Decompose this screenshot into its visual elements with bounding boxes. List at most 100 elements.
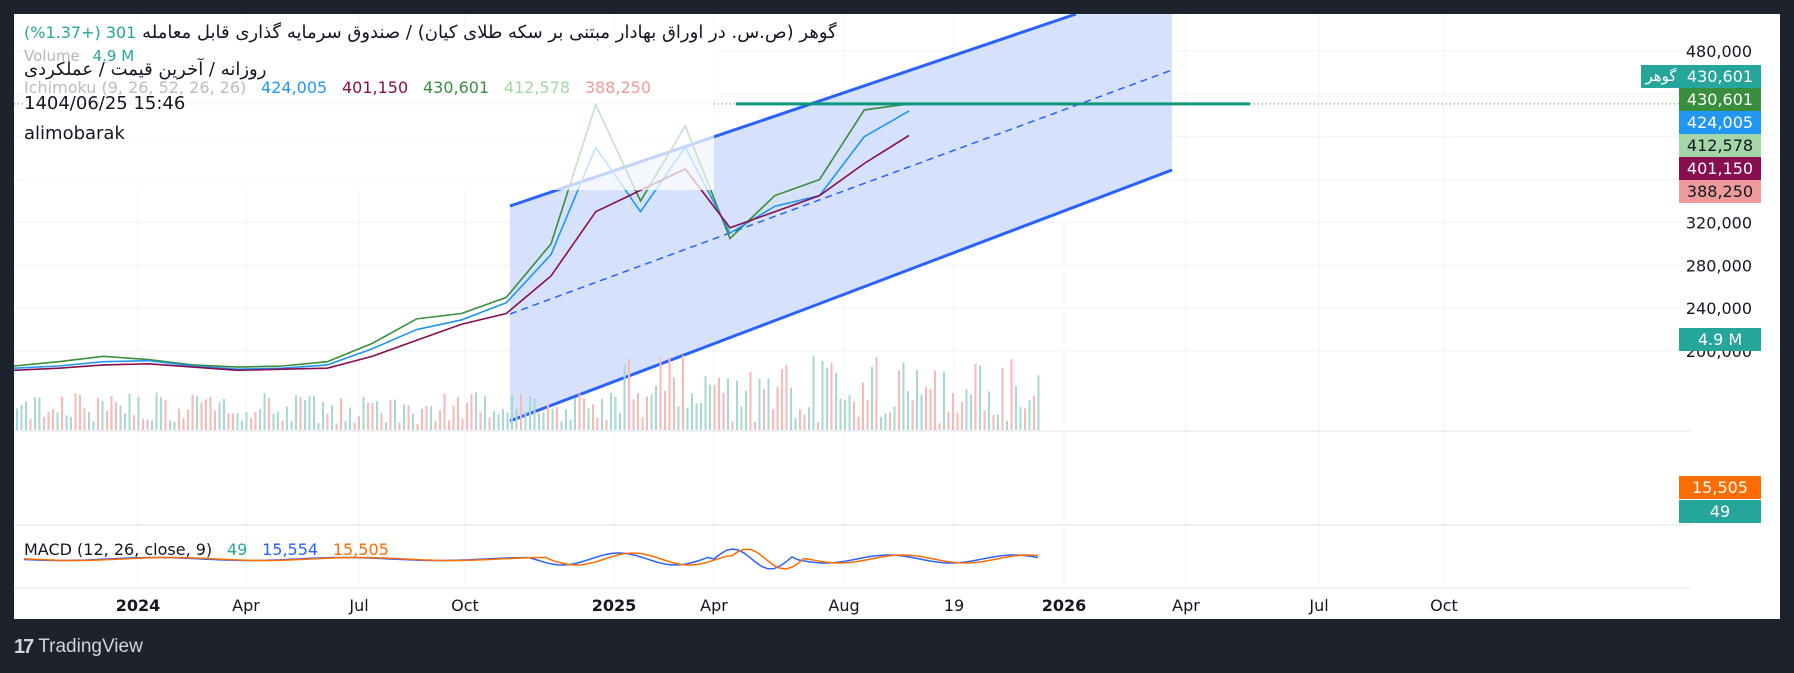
volume-bar xyxy=(583,398,585,430)
volume-bar xyxy=(668,357,671,430)
series-line-close xyxy=(14,102,910,368)
volume-bar xyxy=(821,361,824,430)
chart-frame[interactable]: 480,000 320,000 280,000 240,000 200,000 2024… xyxy=(14,14,1780,619)
volume-bar xyxy=(686,407,689,430)
volume-bar xyxy=(493,411,495,430)
volume-bar xyxy=(452,405,455,430)
price-axis-label: 320,000 xyxy=(1686,213,1752,232)
volume-bar xyxy=(65,415,68,430)
volume-bar xyxy=(236,413,239,430)
volume-bar xyxy=(934,370,936,430)
ichimoku-kijun-value: 401,150 xyxy=(342,78,409,97)
volume-bar xyxy=(295,395,297,430)
volume-bar xyxy=(443,393,446,430)
volume-bar xyxy=(659,358,662,430)
volume-bar xyxy=(43,416,45,430)
price-axis-label: 280,000 xyxy=(1686,256,1752,275)
volume-bar xyxy=(1010,359,1013,430)
volume-bar xyxy=(740,406,743,430)
volume-bar xyxy=(376,401,378,430)
volume-bar xyxy=(106,410,108,430)
volume-bar xyxy=(785,364,788,430)
volume-bar xyxy=(412,413,414,430)
volume-bar xyxy=(619,412,621,430)
volume-bar xyxy=(394,399,396,430)
symbol-title: گوهر (ص.س. در اوراق بهادار مبتنی بر سکه … xyxy=(142,22,837,43)
volume-bar xyxy=(646,396,648,430)
volume-bar xyxy=(974,363,977,430)
volume-bar xyxy=(632,399,635,430)
macd-line-value: 15,554 xyxy=(262,540,319,559)
price-tag: 430,601 xyxy=(1679,65,1761,88)
volume-bar xyxy=(178,408,180,430)
volume-bar xyxy=(25,401,27,430)
volume-bar xyxy=(263,393,266,430)
volume-bar xyxy=(826,367,828,430)
price-axis-label: 480,000 xyxy=(1686,42,1752,61)
ichimoku-label: Ichimoku (9, 26, 52, 26, 26) xyxy=(24,78,247,97)
time-axis-label: 2025 xyxy=(592,596,637,615)
symbol-title-row[interactable]: گوهر (ص.س. در اوراق بهادار مبتنی بر سکه … xyxy=(24,22,837,43)
volume-bar xyxy=(691,393,693,430)
volume-bar xyxy=(128,393,131,430)
volume-bar xyxy=(866,399,869,430)
volume-bar xyxy=(952,393,954,430)
volume-bar xyxy=(439,410,441,430)
volume-bar xyxy=(1015,386,1017,430)
price-series xyxy=(14,102,910,372)
volume-legend[interactable]: Volume 4.9 M xyxy=(24,47,134,65)
volume-bar xyxy=(808,407,810,430)
volume-bar xyxy=(763,389,765,430)
volume-bar xyxy=(61,396,63,430)
volume-bar xyxy=(596,417,599,430)
volume-bar xyxy=(160,397,162,430)
volume-bar xyxy=(767,378,770,430)
volume-bar xyxy=(709,384,711,430)
volume-bar xyxy=(1024,408,1026,430)
volume-bar xyxy=(254,412,257,430)
volume-bar xyxy=(380,412,383,430)
volume-bar xyxy=(929,388,932,430)
volume-bar xyxy=(425,406,428,430)
volume-bar xyxy=(97,398,99,430)
macd-legend[interactable]: MACD (12, 26, close, 9) 49 15,554 15,505 xyxy=(24,540,399,559)
volume-bar xyxy=(781,369,783,430)
timestamp: 1404/06/25 15:46 xyxy=(24,93,186,114)
volume-bar xyxy=(520,394,522,430)
volume-bar xyxy=(461,418,464,430)
price-tag: 424,005 xyxy=(1679,111,1761,134)
volume-bar xyxy=(799,409,801,430)
volume-bar xyxy=(772,409,774,430)
volume-bar xyxy=(349,407,351,430)
volume-bar xyxy=(137,396,140,430)
volume-bar xyxy=(992,414,995,430)
volume-bar xyxy=(637,393,639,430)
volume-bar xyxy=(173,422,176,430)
volume-bar xyxy=(457,396,459,430)
tradingview-logo-icon: 17 xyxy=(14,635,34,658)
tradingview-branding[interactable]: 17 TradingView xyxy=(14,632,143,662)
volume-bar xyxy=(1037,375,1040,430)
time-axis-label: Apr xyxy=(1172,596,1200,615)
volume-bar xyxy=(155,392,158,430)
time-axis-label: 19 xyxy=(944,596,964,615)
volume-bar xyxy=(812,355,815,430)
volume-bar xyxy=(592,404,594,430)
volume-bar xyxy=(677,406,680,430)
volume-bar xyxy=(830,362,833,430)
volume-bar xyxy=(245,412,248,430)
ichimoku-legend[interactable]: Ichimoku (9, 26, 52, 26, 26) 424,005 401… xyxy=(24,78,661,97)
volume-bar xyxy=(794,417,797,430)
volume-bar xyxy=(610,392,612,430)
channel-lower-line xyxy=(509,168,1173,423)
volume-bar xyxy=(218,402,221,430)
volume-bar xyxy=(29,418,32,430)
volume-bar xyxy=(344,420,347,430)
volume-bar xyxy=(529,396,531,430)
volume-bar xyxy=(119,405,122,430)
volume-bar xyxy=(1019,406,1022,430)
volume-bar xyxy=(875,356,878,430)
time-axis-label: 2026 xyxy=(1042,596,1087,615)
volume-bar xyxy=(920,394,923,430)
